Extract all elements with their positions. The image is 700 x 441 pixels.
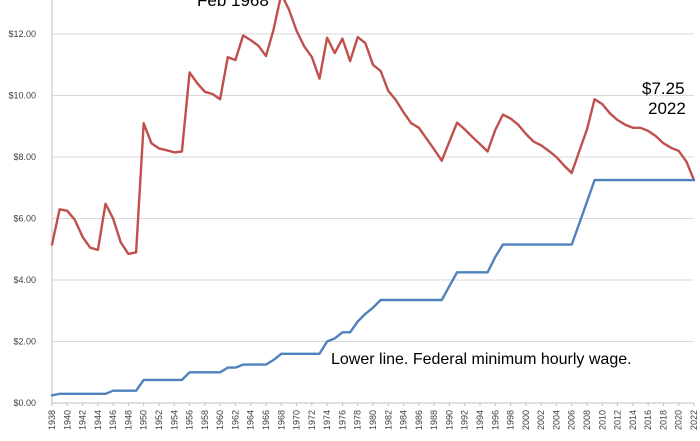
y-tick-labels: $0.00 $2.00 $4.00 $6.00 $8.00 $10.00 $12.00 — [8, 29, 36, 408]
x-tick-label: 1972 — [307, 410, 317, 430]
x-tick-label: 2020 — [674, 410, 684, 430]
x-tick-label: 1948 — [123, 410, 133, 430]
end-year-annotation: 2022 — [648, 99, 686, 118]
x-tick-labels: 1938 1940 1942 1944 1946 1948 1950 1952 1954 1956… — [47, 410, 699, 430]
x-tick-label: 1988 — [429, 410, 439, 430]
y-tick-label: $12.00 — [8, 29, 36, 39]
x-tick-label: 1944 — [93, 410, 103, 430]
x-tick-label: 1992 — [460, 410, 470, 430]
x-tick-label: 1980 — [368, 410, 378, 430]
x-tick-label: 1952 — [154, 410, 164, 430]
x-tick-label: 1990 — [444, 410, 454, 430]
series-line-blue — [50, 178, 696, 397]
x-tick-label: 2014 — [628, 410, 638, 430]
x-tick-label: 2012 — [613, 410, 623, 430]
x-tick-label: 1994 — [475, 410, 485, 430]
series-lines — [50, 0, 696, 397]
y-tick-label: $2.00 — [13, 337, 36, 347]
x-tick-label: 1938 — [47, 410, 57, 430]
x-tick-label: 1974 — [322, 410, 332, 430]
x-tick-label: 1978 — [353, 410, 363, 430]
lower-line-annotation: Lower line. Federal minimum hourly wage. — [331, 351, 632, 368]
x-tick-label: 2018 — [658, 410, 668, 430]
x-tick-label: 1976 — [337, 410, 347, 430]
x-tick-label: 1966 — [261, 410, 271, 430]
x-tick-label: 2006 — [567, 410, 577, 430]
y-tick-label: $8.00 — [13, 152, 36, 162]
x-tick-label: 1982 — [383, 410, 393, 430]
x-tick-label: 1958 — [200, 410, 210, 430]
x-tick-label: 1998 — [506, 410, 516, 430]
x-tick-label: 1996 — [490, 410, 500, 430]
series-line-red — [50, 0, 696, 256]
x-tick-label: 1954 — [169, 410, 179, 430]
x-tick-label: 1960 — [215, 410, 225, 430]
y-tick-label: $0.00 — [13, 398, 36, 408]
x-tick-label: 1946 — [108, 410, 118, 430]
x-tick-label: 1942 — [78, 410, 88, 430]
y-tick-label: $10.00 — [8, 91, 36, 101]
x-tick-label: 1956 — [185, 410, 195, 430]
x-tick-label: 2022 — [689, 410, 699, 430]
y-tick-label: $6.00 — [13, 214, 36, 224]
x-tick-label: 1968 — [276, 410, 286, 430]
x-tick-label: 2002 — [536, 410, 546, 430]
annotations: Feb 1968 $7.25 2022 Lower line. Federal … — [197, 0, 686, 368]
end-value-annotation: $7.25 — [642, 79, 685, 98]
x-tick-label: 1970 — [292, 410, 302, 430]
peak-annotation: Feb 1968 — [197, 0, 269, 10]
x-tick-label: 2010 — [597, 410, 607, 430]
x-tick-label: 1962 — [230, 410, 240, 430]
x-tick-label: 2004 — [551, 410, 561, 430]
x-tick-label: 2008 — [582, 410, 592, 430]
x-tick-label: 1984 — [399, 410, 409, 430]
x-tick-label: 1986 — [414, 410, 424, 430]
gridlines — [52, 33, 694, 404]
y-tick-label: $4.00 — [13, 275, 36, 285]
x-tick-label: 1950 — [139, 410, 149, 430]
axes — [51, 0, 695, 406]
x-tick-label: 1940 — [62, 410, 72, 430]
x-tick-label: 2016 — [643, 410, 653, 430]
x-tick-label: 2000 — [521, 410, 531, 430]
x-tick-label: 1964 — [246, 410, 256, 430]
